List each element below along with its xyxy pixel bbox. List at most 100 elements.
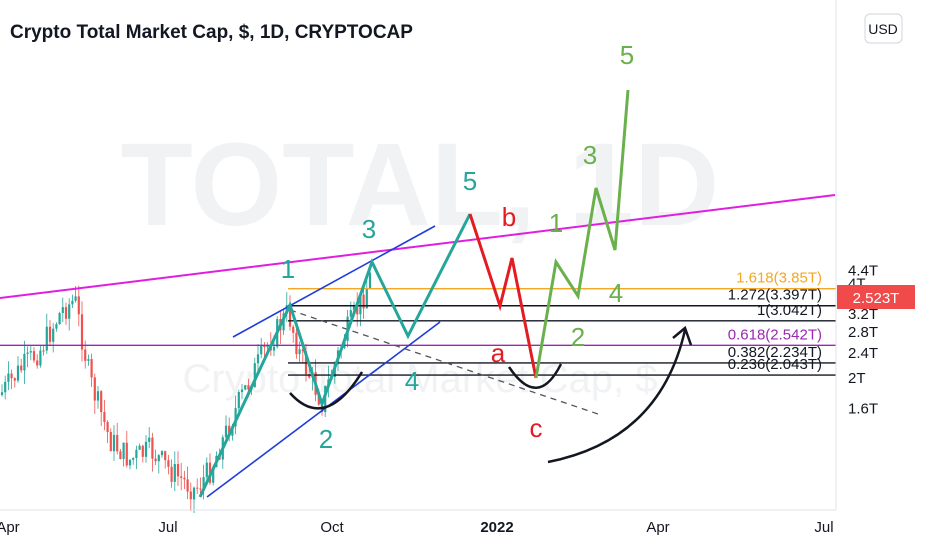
- candle-body: [148, 437, 151, 442]
- candle-body: [317, 394, 320, 405]
- x-axis[interactable]: Apr Jul Oct 2022 Apr Jul: [0, 519, 834, 536]
- arc-up-arrow: [547, 329, 687, 464]
- channel-upper: [232, 225, 436, 338]
- y-tick-label: 2.8T: [848, 324, 878, 341]
- candle-body: [292, 326, 295, 333]
- candle-body: [189, 491, 192, 500]
- candle-body: [298, 349, 301, 355]
- candle-body: [228, 425, 231, 436]
- chart-title: Crypto Total Market Cap, $, 1D, CRYPTOCA…: [10, 22, 413, 43]
- candle-body: [135, 449, 138, 459]
- candle-body: [266, 345, 269, 348]
- candle-body: [112, 435, 116, 452]
- candle-body: [26, 352, 29, 354]
- currency-button-label[interactable]: USD: [868, 21, 898, 37]
- candle-body: [39, 350, 42, 366]
- candle-body: [32, 351, 36, 361]
- wave-teal-5: 5: [463, 166, 477, 196]
- x-tick-label: Apr: [0, 519, 20, 536]
- candle-body: [247, 385, 250, 390]
- candle-body: [0, 392, 4, 395]
- wave-teal-2: 2: [319, 424, 333, 454]
- candle-body: [23, 353, 26, 371]
- candle-body: [365, 288, 368, 309]
- price-badge: [837, 285, 915, 309]
- candle-body: [100, 391, 103, 413]
- wave-red-c: c: [530, 413, 543, 443]
- fib-label: 0.236(2.043T): [728, 356, 822, 373]
- candle-body: [61, 307, 64, 314]
- candle-body: [20, 365, 23, 371]
- x-tick-label: Apr: [646, 519, 669, 536]
- candle-body: [237, 392, 240, 409]
- watermark: TOTAL, 1D: [121, 119, 720, 251]
- candle-body: [48, 326, 52, 342]
- candle-body: [253, 363, 256, 388]
- candle-body: [125, 442, 128, 466]
- candle-body: [52, 328, 55, 342]
- candle-body: [167, 460, 170, 467]
- candle-body: [180, 476, 183, 478]
- candle-body: [170, 466, 173, 482]
- x-tick-label: Jul: [814, 519, 833, 536]
- wave-red-a: a: [491, 338, 506, 368]
- candle-body: [106, 422, 109, 432]
- fib-label: 1.272(3.397T): [728, 287, 822, 304]
- candle-body: [176, 463, 180, 477]
- fib-levels: 1.618(3.85T)1.272(3.397T)1(3.042T) 0.618(…: [0, 270, 836, 376]
- candle-body: [368, 272, 372, 289]
- candle-body: [4, 381, 7, 393]
- arrow-head: [672, 325, 693, 346]
- x-tick-label: Oct: [320, 519, 344, 536]
- candle-body: [196, 487, 199, 489]
- candle-body: [71, 300, 74, 305]
- candle-body: [90, 359, 93, 378]
- candle-body: [308, 374, 311, 378]
- candle-body: [212, 467, 215, 483]
- candle-body: [356, 305, 359, 315]
- wave-teal-3: 3: [362, 214, 376, 244]
- trendline-magenta: [0, 194, 836, 299]
- candle-body: [352, 305, 356, 311]
- y-tick-label: 3.2T: [848, 306, 878, 323]
- candle-body: [93, 377, 96, 401]
- candle-body: [36, 360, 39, 366]
- arc-wave2: [289, 371, 364, 410]
- candle-body: [272, 346, 276, 351]
- candle-body: [10, 373, 13, 379]
- candle-body: [160, 451, 164, 456]
- candle-body: [164, 451, 167, 461]
- candle-body: [256, 354, 260, 364]
- fib-label: 0.382(2.234T): [728, 344, 822, 361]
- candle-body: [349, 310, 352, 317]
- candle-body: [263, 345, 266, 348]
- candle-body: [16, 365, 20, 381]
- candle-body: [288, 305, 292, 327]
- candle-body: [80, 314, 84, 350]
- candle-body: [42, 350, 45, 352]
- fib-label: 1(3.042T): [757, 302, 822, 319]
- wave-green-5: 5: [620, 40, 634, 70]
- candle-body: [173, 463, 176, 482]
- candle-body: [199, 488, 202, 490]
- candle-body: [244, 385, 247, 390]
- candle-body: [295, 332, 298, 355]
- arc-wave-c: [507, 363, 563, 389]
- y-tick-label: 2T: [848, 370, 866, 387]
- x-tick-label: 2022: [480, 519, 513, 536]
- currency-button[interactable]: USD: [864, 13, 903, 44]
- candle-body: [109, 431, 112, 452]
- candle-body: [301, 349, 304, 352]
- candle-body: [138, 445, 141, 450]
- candle-body: [122, 442, 125, 459]
- candle-body: [119, 451, 122, 459]
- candle-body: [141, 445, 144, 457]
- candle-body: [151, 437, 154, 459]
- candle-body: [202, 477, 205, 490]
- candle-body: [96, 391, 100, 401]
- candle-body: [240, 389, 244, 393]
- candle-body: [116, 435, 119, 452]
- wave-teal-path: [198, 213, 472, 498]
- candle-body: [77, 296, 80, 315]
